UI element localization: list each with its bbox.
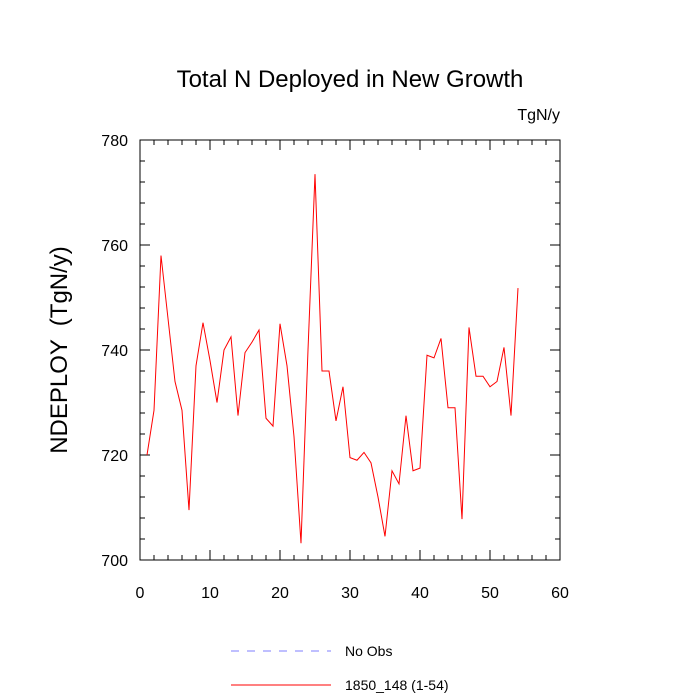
tick-labels: 0 10 20 30 40 50 60 700 720 740 760 780 xyxy=(101,133,569,602)
legend-label-1850-148: 1850_148 (1-54) xyxy=(345,677,449,693)
x-tick-label: 30 xyxy=(341,585,359,602)
y-tick-label: 760 xyxy=(101,238,128,255)
legend xyxy=(231,650,331,686)
y-tick-label: 780 xyxy=(101,133,128,150)
units-label: TgN/y xyxy=(517,107,560,124)
legend-label-no-obs: No Obs xyxy=(345,643,393,659)
x-tick-label: 20 xyxy=(271,585,289,602)
axis-ticks xyxy=(139,139,561,561)
y-tick-label: 740 xyxy=(101,343,128,360)
x-tick-label: 10 xyxy=(201,585,219,602)
y-tick-label: 720 xyxy=(101,448,128,465)
series-lines xyxy=(146,174,519,544)
series-line-0 xyxy=(146,174,519,544)
chart-title: Total N Deployed in New Growth xyxy=(176,66,524,93)
x-tick-label: 50 xyxy=(481,585,499,602)
x-tick-label: 0 xyxy=(136,585,145,602)
plot-frame xyxy=(139,139,561,561)
x-tick-label: 40 xyxy=(411,585,429,602)
y-tick-label: 700 xyxy=(101,553,128,570)
x-tick-label: 60 xyxy=(551,585,569,602)
